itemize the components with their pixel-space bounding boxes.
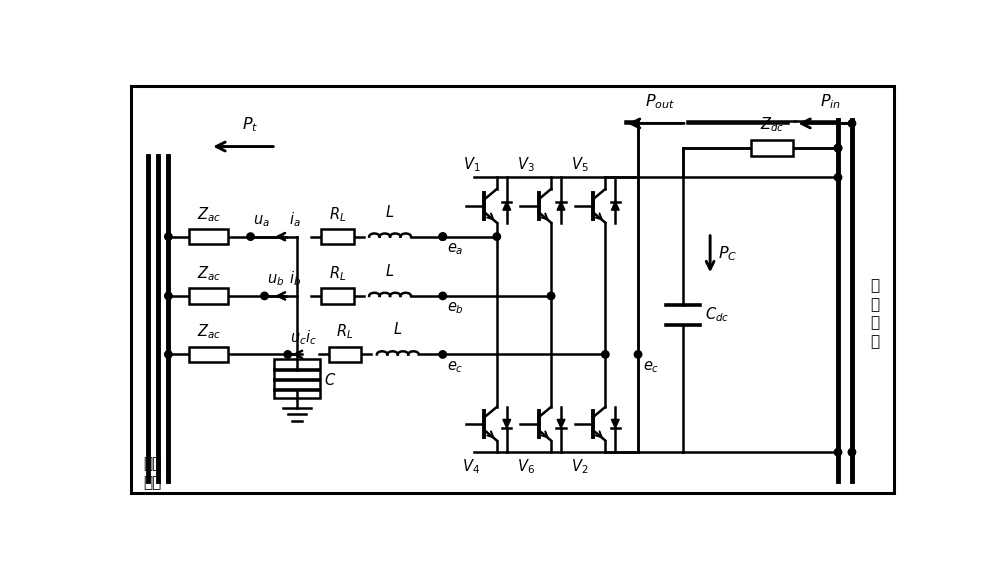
Circle shape — [834, 144, 842, 152]
Text: $Z_{ac}$: $Z_{ac}$ — [197, 264, 221, 283]
Bar — [321, 288, 354, 304]
Text: $L$: $L$ — [385, 263, 395, 279]
Text: $L$: $L$ — [393, 321, 402, 337]
Circle shape — [634, 351, 642, 358]
Bar — [321, 229, 354, 244]
Circle shape — [439, 292, 446, 300]
Circle shape — [284, 351, 291, 358]
Text: $u_c$: $u_c$ — [290, 331, 307, 347]
Text: $R_L$: $R_L$ — [329, 264, 346, 283]
Text: $R_L$: $R_L$ — [329, 205, 346, 223]
Polygon shape — [611, 202, 619, 210]
Circle shape — [165, 292, 172, 300]
Text: $P_{in}$: $P_{in}$ — [820, 92, 841, 111]
Text: $i_b$: $i_b$ — [289, 269, 301, 288]
Text: $e_b$: $e_b$ — [447, 300, 464, 316]
Text: $V_6$: $V_6$ — [517, 457, 535, 476]
Text: $P_C$: $P_C$ — [718, 245, 737, 264]
Text: $e_a$: $e_a$ — [447, 241, 464, 257]
Circle shape — [261, 292, 268, 300]
Text: $u_a$: $u_a$ — [253, 213, 270, 229]
Polygon shape — [611, 419, 619, 428]
Circle shape — [602, 351, 609, 358]
Bar — [189, 229, 228, 244]
Text: $R_L$: $R_L$ — [336, 323, 354, 342]
Text: $V_4$: $V_4$ — [462, 457, 480, 476]
Polygon shape — [557, 419, 565, 428]
Bar — [274, 359, 320, 398]
Text: $Z_{dc}$: $Z_{dc}$ — [760, 116, 784, 134]
Bar — [189, 288, 228, 304]
Text: 交流
母线: 交流 母线 — [143, 456, 161, 490]
Text: $P_{out}$: $P_{out}$ — [645, 92, 675, 111]
Text: $e_c$: $e_c$ — [643, 359, 659, 375]
Text: $P_t$: $P_t$ — [242, 116, 259, 134]
Text: 直
流
母
线: 直 流 母 线 — [871, 278, 880, 349]
Bar — [189, 347, 228, 362]
Circle shape — [834, 449, 842, 456]
Polygon shape — [503, 202, 511, 210]
Text: $e_c$: $e_c$ — [447, 359, 464, 375]
Circle shape — [165, 233, 172, 240]
Circle shape — [247, 233, 254, 240]
Text: $V_5$: $V_5$ — [571, 155, 589, 174]
Circle shape — [439, 233, 446, 240]
Text: $u_b$: $u_b$ — [267, 273, 284, 288]
Circle shape — [834, 174, 842, 181]
Text: $Z_{ac}$: $Z_{ac}$ — [197, 323, 221, 342]
Text: $V_3$: $V_3$ — [517, 155, 534, 174]
Polygon shape — [557, 202, 565, 210]
Circle shape — [165, 351, 172, 358]
Text: $i_c$: $i_c$ — [305, 328, 316, 347]
Circle shape — [493, 233, 501, 240]
Polygon shape — [503, 419, 511, 428]
Text: $i_a$: $i_a$ — [289, 210, 301, 229]
Text: $L$: $L$ — [385, 203, 395, 219]
Circle shape — [547, 292, 555, 300]
Circle shape — [439, 233, 446, 240]
Text: $C$: $C$ — [324, 372, 336, 388]
Circle shape — [848, 120, 856, 127]
Text: $V_1$: $V_1$ — [463, 155, 480, 174]
Circle shape — [439, 351, 446, 358]
Circle shape — [848, 449, 856, 456]
Text: $V_2$: $V_2$ — [571, 457, 589, 476]
Circle shape — [834, 144, 842, 152]
Bar — [751, 140, 793, 156]
Text: $C_{dc}$: $C_{dc}$ — [705, 305, 729, 324]
Bar — [329, 347, 361, 362]
Text: $Z_{ac}$: $Z_{ac}$ — [197, 205, 221, 223]
